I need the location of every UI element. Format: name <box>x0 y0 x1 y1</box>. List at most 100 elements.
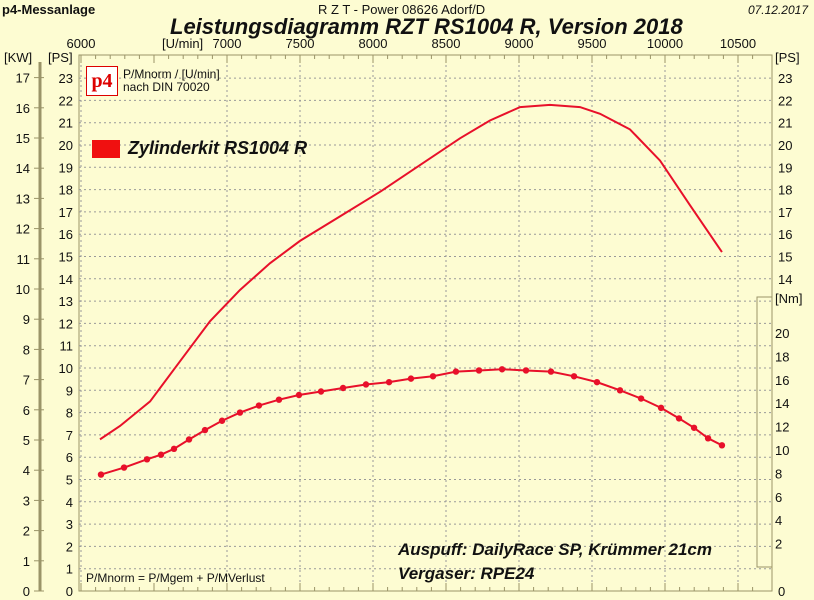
note-line2: nach DIN 70020 <box>123 80 210 94</box>
ps-tick-label: 3 <box>66 517 73 532</box>
torque-point <box>452 368 460 375</box>
x-tick-label: 10000 <box>647 36 683 51</box>
ps-tick-label: 12 <box>59 316 73 331</box>
kw-tick-label: 8 <box>23 342 30 357</box>
ps-tick-label: 22 <box>59 93 73 108</box>
date: 07.12.2017 <box>747 3 808 17</box>
x-tick-label: 10500 <box>720 36 756 51</box>
nm-axis-box <box>756 296 773 568</box>
torque-point <box>255 402 263 409</box>
x-tick-label: 7500 <box>286 36 315 51</box>
nm-zero-label: 0 <box>778 584 785 599</box>
nm-tick-label: 4 <box>775 513 782 528</box>
kw-tick-label: 15 <box>16 131 30 146</box>
kw-tick-label: 7 <box>23 373 30 388</box>
nm-tick-label: 20 <box>775 326 789 341</box>
ps-tick-label: 13 <box>59 294 73 309</box>
ps-tick-label: 11 <box>60 339 74 354</box>
company-header: R Z T - Power 08626 Adorf/D <box>318 2 486 17</box>
torque-point <box>675 415 683 422</box>
ps-right-tick-label: 21 <box>778 116 792 131</box>
p4-logo: p4 <box>86 66 118 96</box>
ps-tick-label: 5 <box>66 473 73 488</box>
kw-tick-label: 17 <box>16 71 30 86</box>
ps-right-tick-label: 22 <box>778 93 792 108</box>
ps-tick-label: 7 <box>66 428 73 443</box>
ps-right-tick-label: 19 <box>778 160 792 175</box>
torque-point <box>616 387 624 394</box>
x-tick-label: 7000 <box>213 36 242 51</box>
torque-curve <box>100 368 723 476</box>
chart-title: Leistungsdiagramm RZT RS1004 R, Version … <box>170 14 683 39</box>
kw-tick-label: 0 <box>23 584 30 599</box>
torque-point <box>570 373 578 380</box>
torque-point <box>317 388 325 395</box>
torque-point <box>429 373 437 380</box>
x-tick-label: 9000 <box>505 36 534 51</box>
legend: Zylinderkit RS1004 R <box>92 138 307 159</box>
ps-tick-label: 0 <box>66 584 73 599</box>
torque-point <box>339 384 347 392</box>
torque-point <box>185 436 193 443</box>
ps-tick-label: 8 <box>66 406 73 421</box>
app-name: p4-Messanlage <box>2 2 96 17</box>
kw-tick-label: 5 <box>23 433 30 448</box>
kw-tick-label: 1 <box>23 554 30 569</box>
ps-tick-label: 4 <box>66 495 73 510</box>
ps-tick-label: 16 <box>59 227 73 242</box>
ps-tick-label: 2 <box>66 539 73 554</box>
nm-tick-label: 10 <box>775 443 789 458</box>
power-curve <box>99 103 723 441</box>
ps-right-tick-label: 18 <box>778 183 792 198</box>
torque-point <box>718 442 726 449</box>
torque-point <box>475 367 483 374</box>
nm-axis-label: [Nm] <box>775 291 802 306</box>
note-line1: P/Mnorm / [U/min] <box>123 67 220 81</box>
ps-right-tick-label: 15 <box>778 250 792 265</box>
nm-tick-label: 6 <box>775 490 782 505</box>
torque-point <box>97 471 105 478</box>
ps-tick-label: 10 <box>59 361 73 376</box>
ps-tick-label: 18 <box>59 183 73 198</box>
torque-point <box>157 451 165 458</box>
kw-tick-label: 6 <box>23 403 30 418</box>
legend-label: Zylinderkit RS1004 R <box>128 138 308 158</box>
ps-tick-label: 23 <box>59 71 73 86</box>
ps-axis-label: [PS] <box>48 50 73 65</box>
torque-point <box>690 424 698 431</box>
ps-tick-label: 21 <box>59 116 73 131</box>
kw-tick-label: 14 <box>16 161 30 176</box>
x-tick-label: 6000 <box>67 36 96 51</box>
ps-tick-label: 20 <box>59 138 73 153</box>
nm-tick-label: 16 <box>775 373 789 388</box>
torque-point <box>143 456 151 463</box>
nm-tick-label: 8 <box>775 466 782 481</box>
torque-point <box>295 391 303 399</box>
ps-tick-label: 1 <box>66 562 73 577</box>
nm-tick-label: 18 <box>775 349 789 364</box>
ps-right-tick-label: 20 <box>778 138 792 153</box>
torque-point <box>637 395 645 402</box>
ps-right-tick-label: 23 <box>778 71 792 86</box>
x-tick-label: 8000 <box>359 36 388 51</box>
torque-point <box>593 378 601 386</box>
ps-right-tick-label: 14 <box>778 272 792 287</box>
exhaust-note: Auspuff: DailyRace SP, Krümmer 21cm <box>398 540 712 559</box>
carb-note: Vergaser: RPE24 <box>398 564 535 583</box>
ps-tick-label: 19 <box>59 160 73 175</box>
torque-point <box>407 375 415 382</box>
kw-tick-label: 4 <box>23 463 30 478</box>
ps-right-tick-label: 17 <box>778 205 792 220</box>
kw-tick-label: 12 <box>16 222 30 237</box>
kw-tick-label: 10 <box>16 282 30 297</box>
formula-note: P/Mnorm = P/Mgem + P/MVerlust <box>86 571 265 585</box>
legend-swatch <box>92 139 120 158</box>
torque-point <box>120 464 128 471</box>
torque-point <box>522 367 530 374</box>
x-tick-label: 9500 <box>578 36 607 51</box>
torque-point <box>275 396 283 403</box>
nm-tick-label: 12 <box>775 420 789 435</box>
kw-tick-label: 13 <box>16 191 30 206</box>
kw-tick-label: 16 <box>16 101 30 116</box>
ps-tick-label: 15 <box>59 250 73 265</box>
